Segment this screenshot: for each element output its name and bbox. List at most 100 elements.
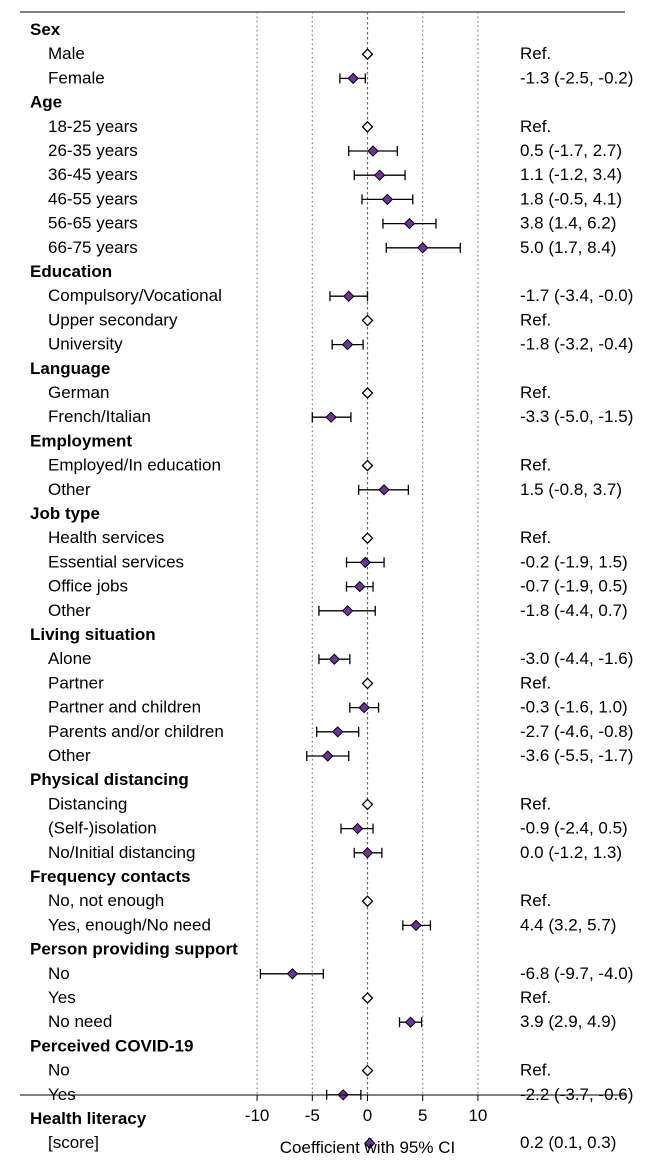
ref-marker <box>363 122 373 132</box>
coef-marker <box>333 727 343 737</box>
result-text: Ref. <box>520 310 551 329</box>
x-axis-label: Coefficient with 95% CI <box>280 1138 455 1157</box>
result-text: Ref. <box>520 794 551 813</box>
coef-marker <box>379 485 389 495</box>
result-text: -0.9 (-2.4, 0.5) <box>520 819 628 838</box>
row-label: Compulsory/Vocational <box>48 286 222 305</box>
row-label: Partner and children <box>48 698 201 717</box>
coef-marker <box>360 557 370 567</box>
result-text: Ref. <box>520 44 551 63</box>
result-text: -1.8 (-3.2, -0.4) <box>520 335 633 354</box>
coef-marker <box>375 170 385 180</box>
row-label: German <box>48 383 109 402</box>
result-text: Ref. <box>520 117 551 136</box>
row-label: Yes <box>48 1085 76 1104</box>
ref-marker <box>363 678 373 688</box>
row-label: Yes, enough/No need <box>48 915 211 934</box>
group-header: Person providing support <box>30 940 238 959</box>
result-text: -1.3 (-2.5, -0.2) <box>520 68 633 87</box>
row-label: Health services <box>48 528 164 547</box>
group-header: Education <box>30 262 112 281</box>
coef-marker <box>343 340 353 350</box>
row-label: 66-75 years <box>48 238 138 257</box>
row-label: Distancing <box>48 794 127 813</box>
result-text: 3.8 (1.4, 6.2) <box>520 214 616 233</box>
result-text: -1.7 (-3.4, -0.0) <box>520 286 633 305</box>
row-label: Female <box>48 68 105 87</box>
row-label: No need <box>48 1012 112 1031</box>
result-text: -6.8 (-9.7, -4.0) <box>520 964 633 983</box>
ref-marker <box>363 388 373 398</box>
row-label: Other <box>48 601 91 620</box>
row-label: Other <box>48 746 91 765</box>
group-header: Language <box>30 359 110 378</box>
coef-marker <box>353 824 363 834</box>
result-text: 1.1 (-1.2, 3.4) <box>520 165 622 184</box>
result-text: -0.2 (-1.9, 1.5) <box>520 552 628 571</box>
x-tick-label: -10 <box>245 1106 270 1125</box>
forest-plot-svg: SexMaleRef.Female-1.3 (-2.5, -0.2)Age18-… <box>0 0 645 1171</box>
result-text: -3.0 (-4.4, -1.6) <box>520 649 633 668</box>
result-text: 5.0 (1.7, 8.4) <box>520 238 616 257</box>
row-label: Partner <box>48 673 104 692</box>
group-header: Sex <box>30 20 61 39</box>
result-text: 1.5 (-0.8, 3.7) <box>520 480 622 499</box>
x-tick-label: 5 <box>418 1106 427 1125</box>
result-text: Ref. <box>520 456 551 475</box>
row-label: No <box>48 964 70 983</box>
result-text: Ref. <box>520 1061 551 1080</box>
coef-marker <box>348 73 358 83</box>
row-label: No <box>48 1061 70 1080</box>
result-text: Ref. <box>520 673 551 692</box>
row-label: 26-35 years <box>48 141 138 160</box>
coef-marker <box>411 920 421 930</box>
result-text: 4.4 (3.2, 5.7) <box>520 915 616 934</box>
result-text: -2.7 (-4.6, -0.8) <box>520 722 633 741</box>
row-label: Upper secondary <box>48 310 178 329</box>
row-label: Employed/In education <box>48 456 221 475</box>
row-label: 36-45 years <box>48 165 138 184</box>
row-label: University <box>48 335 123 354</box>
coef-marker <box>418 243 428 253</box>
result-text: -1.8 (-4.4, 0.7) <box>520 601 628 620</box>
row-label: 18-25 years <box>48 117 138 136</box>
result-text: 3.9 (2.9, 4.9) <box>520 1012 616 1031</box>
row-label: Office jobs <box>48 577 128 596</box>
row-label: 56-65 years <box>48 214 138 233</box>
coef-marker <box>326 412 336 422</box>
coef-marker <box>406 1017 416 1027</box>
coef-marker <box>355 582 365 592</box>
result-text: -3.3 (-5.0, -1.5) <box>520 407 633 426</box>
row-label: Alone <box>48 649 91 668</box>
result-text: -0.3 (-1.6, 1.0) <box>520 698 628 717</box>
group-header: Health literacy <box>30 1109 147 1128</box>
x-tick-label: 10 <box>468 1106 487 1125</box>
ref-marker <box>363 49 373 59</box>
row-label: Yes <box>48 988 76 1007</box>
result-text: -3.6 (-5.5, -1.7) <box>520 746 633 765</box>
coef-marker <box>343 606 353 616</box>
result-text: -0.7 (-1.9, 0.5) <box>520 577 628 596</box>
row-label: 46-55 years <box>48 189 138 208</box>
coef-marker <box>363 848 373 858</box>
ref-marker <box>363 315 373 325</box>
ref-marker <box>363 461 373 471</box>
result-text: Ref. <box>520 988 551 1007</box>
row-label: [score] <box>48 1133 99 1152</box>
coef-marker <box>323 751 333 761</box>
result-text: Ref. <box>520 383 551 402</box>
result-text: -2.2 (-3.7, -0.6) <box>520 1085 633 1104</box>
group-header: Employment <box>30 431 132 450</box>
group-header: Living situation <box>30 625 156 644</box>
group-header: Perceived COVID-19 <box>30 1036 193 1055</box>
row-label: French/Italian <box>48 407 151 426</box>
row-label: Essential services <box>48 552 184 571</box>
ref-marker <box>363 896 373 906</box>
group-header: Frequency contacts <box>30 867 191 886</box>
ref-marker <box>363 993 373 1003</box>
coef-marker <box>287 969 297 979</box>
result-text: 0.2 (0.1, 0.3) <box>520 1133 616 1152</box>
result-text: Ref. <box>520 528 551 547</box>
group-header: Job type <box>30 504 100 523</box>
coef-marker <box>382 194 392 204</box>
